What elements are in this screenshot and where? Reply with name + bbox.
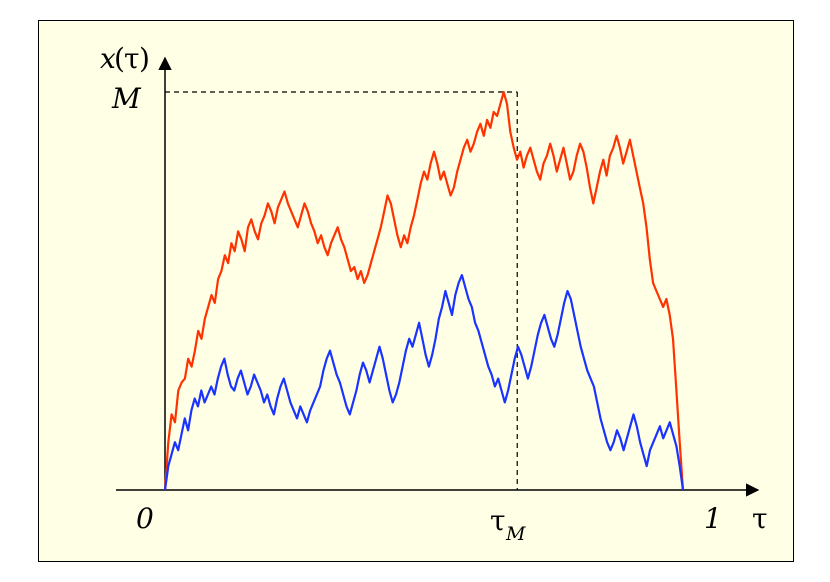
y-axis-label-var: x bbox=[100, 42, 116, 75]
diagram-frame bbox=[38, 20, 794, 562]
y-axis-label-close: ) bbox=[139, 42, 150, 75]
upper-path-curve bbox=[163, 90, 685, 491]
end-label: 1 bbox=[704, 502, 722, 535]
argmax-subscript: M bbox=[505, 523, 526, 545]
x-axis-label: τ bbox=[752, 502, 768, 535]
max-label: M bbox=[111, 82, 142, 115]
y-axis-label-tau: τ bbox=[124, 42, 140, 75]
origin-label: 0 bbox=[136, 502, 154, 535]
argmax-tau-label: τ bbox=[490, 504, 506, 537]
y-axis-label-open: ( bbox=[114, 42, 125, 75]
lower-path-curve bbox=[163, 274, 685, 491]
